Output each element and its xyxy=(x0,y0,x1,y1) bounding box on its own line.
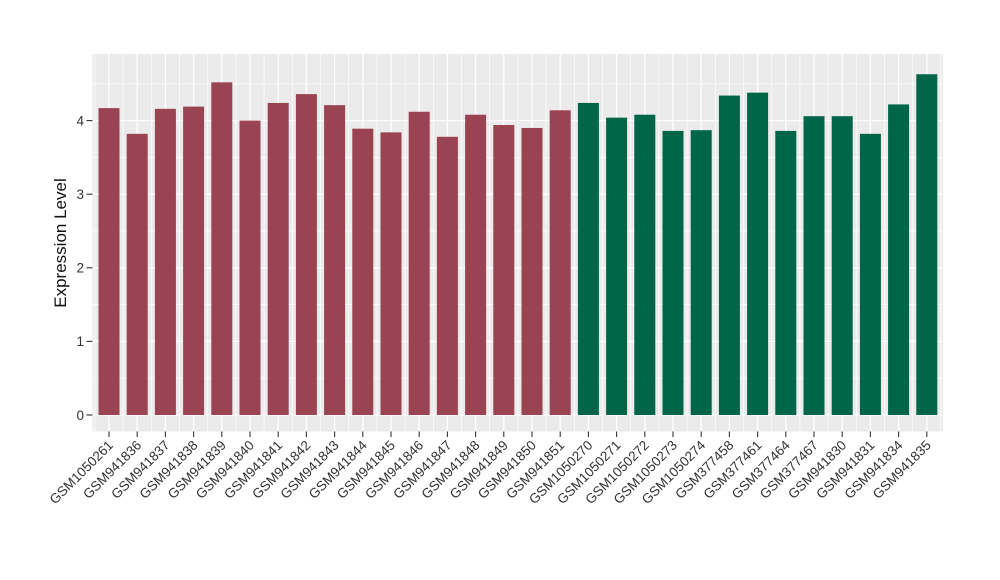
bars xyxy=(98,74,938,416)
bar xyxy=(606,117,628,415)
bar xyxy=(98,108,120,415)
bar xyxy=(916,74,938,416)
bar xyxy=(324,105,346,416)
bar xyxy=(126,133,148,415)
y-tick-label: 4 xyxy=(76,113,84,128)
bar xyxy=(183,106,205,415)
bar xyxy=(267,102,289,415)
bar xyxy=(380,132,402,415)
bar xyxy=(154,108,176,415)
y-tick-label: 0 xyxy=(76,408,84,423)
bar xyxy=(859,133,881,415)
bar xyxy=(465,114,487,415)
bar xyxy=(747,92,769,415)
bar xyxy=(718,95,740,416)
bar xyxy=(577,102,599,415)
y-tick-label: 2 xyxy=(76,261,84,276)
bar xyxy=(408,111,430,415)
bar xyxy=(436,136,458,416)
bar xyxy=(295,94,317,415)
y-axis-tick-labels: 0 1 2 3 4 xyxy=(76,113,84,422)
x-axis-ticks xyxy=(108,431,928,437)
x-axis-tick-labels: GSM1050261GSM941836GSM941837GSM941838GSM… xyxy=(47,437,934,507)
bar xyxy=(888,104,910,416)
bar xyxy=(493,125,515,416)
bar xyxy=(690,130,712,415)
y-axis-ticks xyxy=(86,120,93,416)
bar xyxy=(662,130,684,416)
y-tick-label: 3 xyxy=(76,187,84,202)
bar xyxy=(775,130,797,416)
bar xyxy=(239,120,261,415)
y-axis-title: Expression Level xyxy=(51,178,70,307)
bar xyxy=(521,127,543,416)
bar xyxy=(803,116,825,416)
bar xyxy=(211,82,233,415)
y-tick-label: 1 xyxy=(76,334,84,349)
bar xyxy=(549,110,571,416)
bar xyxy=(831,116,853,416)
gridlines-minor xyxy=(92,54,943,432)
bar xyxy=(634,114,656,415)
bar xyxy=(352,128,374,416)
